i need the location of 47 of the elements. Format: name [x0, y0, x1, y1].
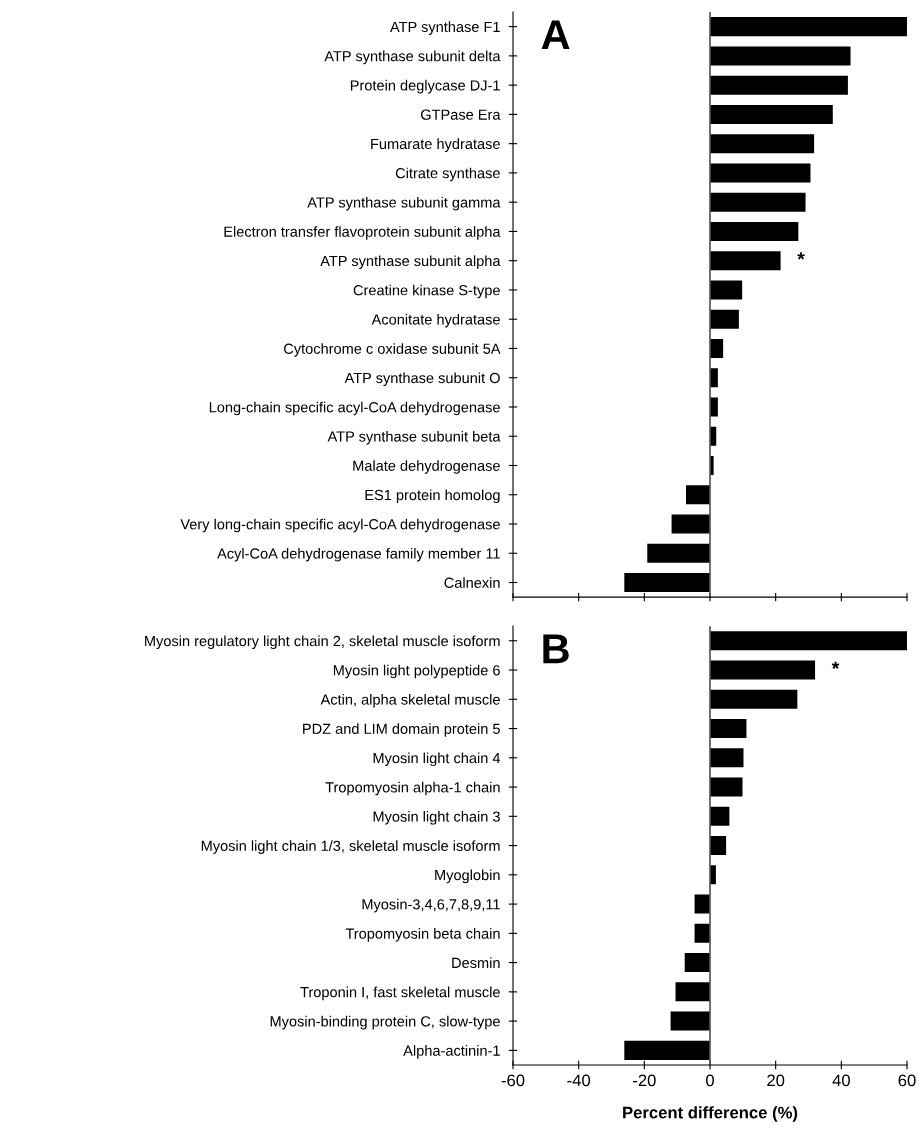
annotation: *	[797, 252, 805, 260]
y-tick-label: Fumarate hydratase	[371, 138, 500, 152]
y-tick-label: Tropomyosin alpha-1 chain	[325, 781, 500, 796]
x-tick-label: -60	[501, 1074, 525, 1087]
x-tick-label: -40	[567, 1074, 591, 1087]
x-tick-label: 40	[832, 1074, 850, 1087]
y-tick-label: Alpha-actinin-1	[403, 1045, 500, 1059]
y-tick-label: Myosin-3,4,6,7,8,9,11	[362, 898, 500, 913]
annotation: A	[541, 20, 570, 50]
y-tick-label: Myosin light polypeptide 6	[333, 664, 500, 679]
y-tick-label: ATP synthase subunit O	[344, 372, 500, 387]
y-tick-label: Myoglobin	[435, 869, 500, 884]
y-tick-label: ATP synthase subunit gamma	[307, 196, 501, 211]
y-tick-label: Myosin-binding protein C, slow-type	[270, 1015, 500, 1030]
y-tick-label: GTPase Era	[421, 109, 501, 120]
y-tick-label: Aconitate hydratase	[371, 313, 500, 328]
y-tick-label: Acyl-CoA dehydrogenase family member 11	[217, 547, 500, 562]
y-tick-label: Actin, alpha skeletal muscle	[320, 694, 500, 708]
y-tick-label: Creatine kinase S-type	[353, 284, 500, 299]
y-tick-label: Malate dehydrogenase	[353, 460, 500, 474]
y-tick-label: Cytochrome c oxidase subunit 5A	[284, 343, 501, 357]
y-tick-label: PDZ and LIM domain protein 5	[303, 723, 500, 737]
y-tick-label: Myosin light chain 3	[373, 811, 500, 825]
y-tick-label: ATP synthase subunit alpha	[320, 255, 501, 269]
y-tick-label: Protein deglycase DJ-1	[350, 79, 500, 94]
x-tick-label: -20	[633, 1074, 656, 1087]
y-tick-label: Desmin	[452, 957, 500, 969]
y-tick-label: Electron transfer flavoprotein subunit alpha	[224, 226, 501, 240]
y-tick-label: Calnexin	[444, 577, 500, 588]
x-tick-label: 0	[706, 1074, 714, 1087]
y-tick-label: ATP synthase subunit beta	[327, 430, 501, 445]
y-tick-label: ATP synthase F1	[390, 21, 500, 35]
y-tick-label: ES1 protein homolog	[365, 489, 500, 504]
y-tick-label: Myosin light chain 4	[373, 752, 501, 767]
y-tick-label: Myosin regulatory light chain 2, skeletal muscle isoform	[145, 635, 500, 650]
x-axis-title: Percent difference (%)	[623, 1106, 798, 1122]
y-tick-label: ATP synthase subunit delta	[324, 50, 501, 65]
y-tick-label: Myosin light chain 1/3, skeletal muscle isoform	[201, 840, 500, 854]
x-tick-label: 20	[767, 1074, 785, 1087]
annotation: *	[831, 661, 840, 669]
y-tick-label: Long-chain specific acyl-CoA dehydrogenase	[209, 401, 500, 416]
y-tick-label: Troponin I, fast skeletal muscle	[300, 986, 500, 1001]
x-tick-label: 60	[898, 1074, 916, 1087]
y-tick-label: Citrate synthase	[395, 167, 500, 182]
y-tick-label: Tropomyosin beta chain	[345, 928, 500, 942]
annotation: B	[543, 634, 569, 664]
y-tick-label: Very long-chain specific acyl-CoA dehydrogenase	[180, 518, 500, 533]
